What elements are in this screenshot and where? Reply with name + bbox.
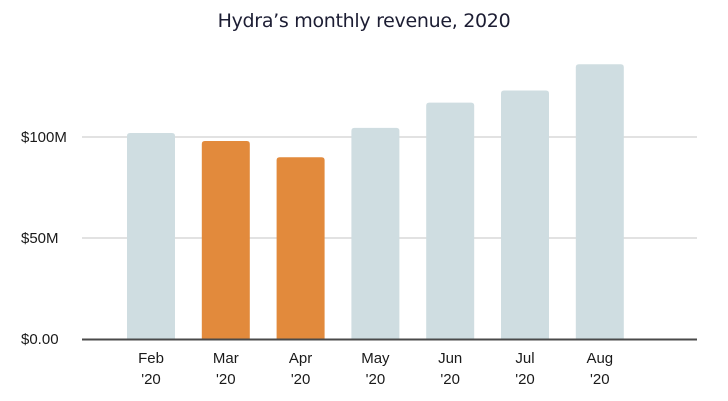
- y-tick-label: $100M: [21, 129, 67, 146]
- x-tick-label-year: '20: [440, 371, 460, 388]
- x-tick-label-year: '20: [515, 371, 535, 388]
- chart-title: Hydra’s monthly revenue, 2020: [217, 10, 511, 32]
- bar-may: [351, 127, 400, 339]
- x-tick-label-month: Feb: [138, 350, 164, 367]
- x-tick-label-year: '20: [366, 371, 386, 388]
- x-axis-ticks: Feb '20 Mar '20 Apr '20 May '20 Jun '20 Jul '20 Aug '…: [138, 350, 613, 388]
- bar-feb: [127, 132, 175, 339]
- bar-apr: [276, 157, 325, 339]
- x-tick-label-year: '20: [291, 371, 311, 388]
- bar-jun: [426, 102, 475, 339]
- y-tick-label: $0.00: [21, 331, 59, 348]
- bar-aug: [575, 64, 624, 339]
- x-tick-label-year: '20: [590, 371, 610, 388]
- y-tick-label: $50M: [21, 230, 59, 247]
- x-tick-label-month: Jun: [438, 350, 462, 367]
- bar-mar: [201, 141, 250, 339]
- x-tick-label-month: Aug: [586, 350, 613, 367]
- x-tick-label-year: '20: [216, 371, 236, 388]
- bars: [127, 64, 624, 339]
- x-tick-label-month: May: [361, 350, 390, 367]
- x-tick-label-month: Jul: [515, 350, 534, 367]
- bar-jul: [501, 90, 549, 339]
- y-axis-ticks: $0.00 $50M $100M: [21, 129, 67, 348]
- x-tick-label-month: Apr: [289, 350, 312, 367]
- x-tick-label-month: Mar: [213, 350, 239, 367]
- x-tick-label-year: '20: [141, 371, 161, 388]
